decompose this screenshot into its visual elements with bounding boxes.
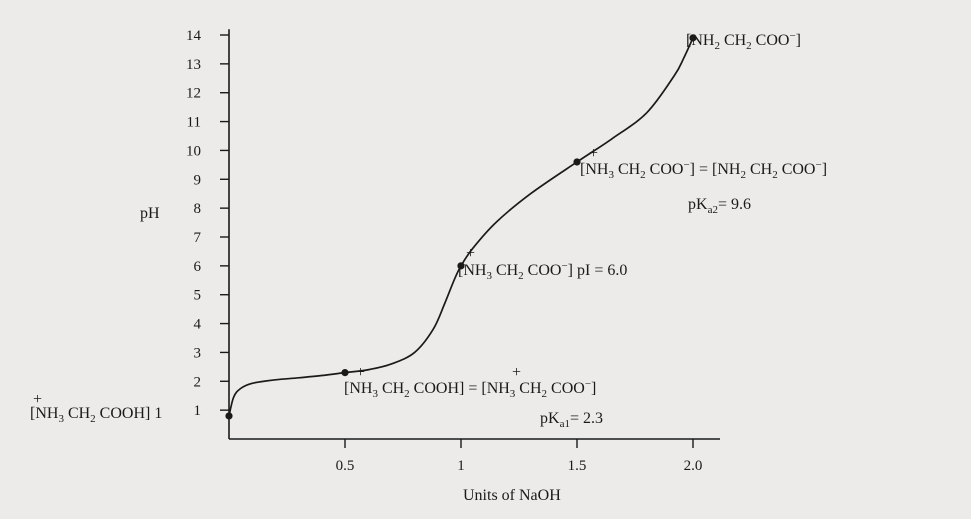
annotation-pka1-equation: [NH3 CH2 COOH] = [NH3 CH2 COO−] [344, 378, 596, 400]
y-tick-label: 11 [187, 115, 201, 131]
y-tick-label: 13 [186, 57, 201, 73]
x-tick-label: 2.0 [684, 458, 703, 474]
plus-sign: + [33, 391, 42, 408]
titration-curve-line [228, 37, 694, 417]
point-markers [225, 34, 697, 420]
annotation-end: [NH2 CH2 COO−] [686, 30, 801, 52]
data-point [457, 262, 465, 270]
y-tick-label: 2 [194, 374, 202, 390]
plus-sign: + [512, 364, 521, 381]
plus-sign: + [356, 364, 365, 381]
y-tick-label: 3 [194, 345, 202, 361]
y-tick-label: 9 [194, 172, 202, 188]
x-tick-label: 0.5 [336, 458, 355, 474]
annotation-pi: [NH3 CH2 COO−] pI = 6.0 [458, 260, 627, 282]
y-axis-title: pH [140, 205, 160, 222]
data-point [689, 34, 697, 42]
axes [228, 29, 720, 440]
x-tick-label: 1.5 [568, 458, 587, 474]
annotation-start: [NH3 CH2 COOH] 1 [30, 405, 162, 425]
annotation-pka1-value: pKa1= 2.3 [540, 410, 603, 430]
y-tick-label: 7 [194, 230, 202, 246]
data-point [573, 158, 581, 166]
data-point [225, 412, 233, 420]
y-tick-label: 8 [194, 201, 202, 217]
data-point [341, 369, 349, 377]
annotations: +[NH3 CH2 COOH] 1+ +[NH3 CH2 COOH] = [NH3… [30, 30, 827, 430]
y-tick-label: 5 [194, 288, 202, 304]
annotation-pka2-equation: [NH3 CH2 COO−] = [NH2 CH2 COO−] [580, 159, 827, 181]
y-tick-label: 10 [186, 143, 201, 159]
y-tick-label: 12 [186, 86, 201, 102]
y-tick-label: 1 [194, 403, 202, 419]
y-tick-label: 6 [194, 259, 202, 275]
plus-sign: + [589, 145, 598, 162]
y-tick-label: 4 [194, 317, 202, 333]
x-tick-label: 1 [457, 458, 465, 474]
plus-sign: + [466, 245, 475, 262]
x-axis-title: Units of NaOH [463, 487, 561, 504]
y-tick-label: 14 [186, 28, 202, 44]
curve-group [228, 37, 694, 417]
annotation-pka2-value: pKa2= 9.6 [688, 196, 751, 216]
